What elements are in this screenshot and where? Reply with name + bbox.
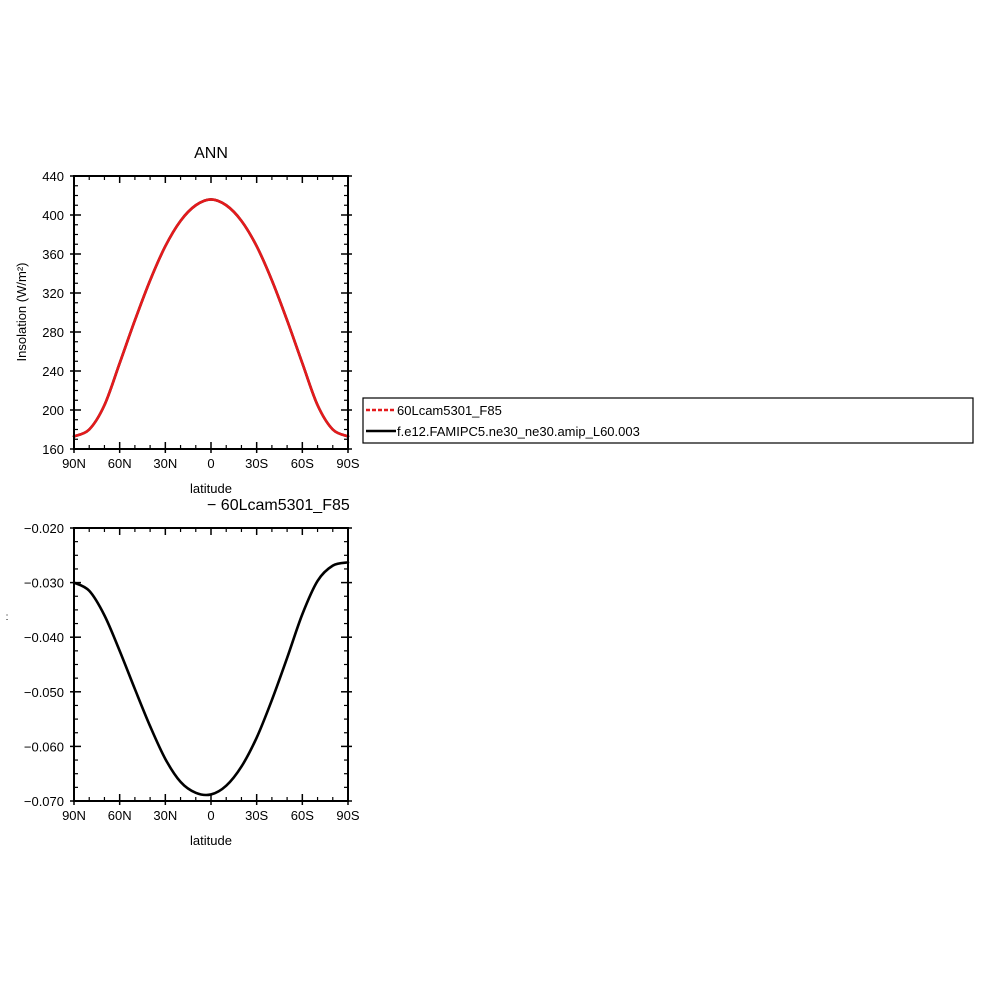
top-x-tick-label: 30N <box>153 456 177 471</box>
top-y-tick-label: 160 <box>42 442 64 457</box>
top-x-axis-label: latitude <box>190 481 232 496</box>
top-x-tick-label: 60N <box>108 456 132 471</box>
bottom-axis-ticks: 90N 60N 30N 0 30S 60S 90S −0.070 −0.060 −0.050 −0.… <box>24 521 360 823</box>
top-panel-title: ANN <box>194 145 228 162</box>
top-y-tick-label: 440 <box>42 169 64 184</box>
bottom-x-tick-label: 90S <box>336 808 359 823</box>
top-y-tick-label: 280 <box>42 325 64 340</box>
bottom-y-tick-label: −0.070 <box>24 794 64 809</box>
bottom-x-tick-label: 30N <box>153 808 177 823</box>
top-x-tick-label: 30S <box>245 456 268 471</box>
bottom-y-tick-label: −0.030 <box>24 576 64 591</box>
top-axis-ticks: 90N 60N 30N 0 30S 60S 90S 160 200 240 280 320 360 400… <box>42 169 360 471</box>
bottom-panel-title: − 60Lcam5301_F85 <box>207 497 350 514</box>
bottom-plot-frame <box>73 527 349 802</box>
insolation-panel: ANN 90N 60N 30N 0 30S 60S 90S 160 200 240 280 320 36… <box>14 145 360 496</box>
bottom-x-axis-label: latitude <box>190 833 232 848</box>
top-x-tick-label: 0 <box>207 456 214 471</box>
top-y-tick-label: 360 <box>42 247 64 262</box>
bottom-x-tick-label: 0 <box>207 808 214 823</box>
legend-label-1: f.e12.FAMIPC5.ne30_ne30.amip_L60.003 <box>397 424 640 439</box>
legend: 60Lcam5301_F85 f.e12.FAMIPC5.ne30_ne30.a… <box>362 397 974 444</box>
bottom-y-tick-label: −0.020 <box>24 521 64 536</box>
top-x-tick-label: 90N <box>62 456 86 471</box>
bottom-y-tick-label: −0.050 <box>24 685 64 700</box>
bottom-y-tick-label: −0.060 <box>24 739 64 754</box>
legend-box <box>362 397 974 444</box>
bottom-x-tick-label: 60S <box>291 808 314 823</box>
bottom-series-lines <box>72 561 350 797</box>
bottom-x-tick-label: 90N <box>62 808 86 823</box>
bottom-y-axis-label: : <box>6 612 9 623</box>
bottom-x-tick-label: 30S <box>245 808 268 823</box>
legend-label-0: 60Lcam5301_F85 <box>397 403 502 418</box>
bottom-y-tick-label: −0.040 <box>24 630 64 645</box>
top-y-tick-label: 240 <box>42 364 64 379</box>
bottom-x-tick-label: 60N <box>108 808 132 823</box>
top-y-tick-label: 400 <box>42 208 64 223</box>
difference-panel: − 60Lcam5301_F85 90N 60N 30N 0 30S 60S 90S −0.0… <box>6 497 360 848</box>
top-y-tick-label: 320 <box>42 286 64 301</box>
top-series-line-1 <box>72 198 350 438</box>
top-x-tick-label: 90S <box>336 456 359 471</box>
top-y-tick-label: 200 <box>42 403 64 418</box>
top-plot-frame <box>73 175 349 450</box>
top-series-lines <box>72 198 350 438</box>
top-y-axis-label: Insolation (W/m²) <box>14 263 29 362</box>
top-x-tick-label: 60S <box>291 456 314 471</box>
bottom-series-line-0 <box>72 561 350 797</box>
top-series-line-0 <box>72 198 350 438</box>
